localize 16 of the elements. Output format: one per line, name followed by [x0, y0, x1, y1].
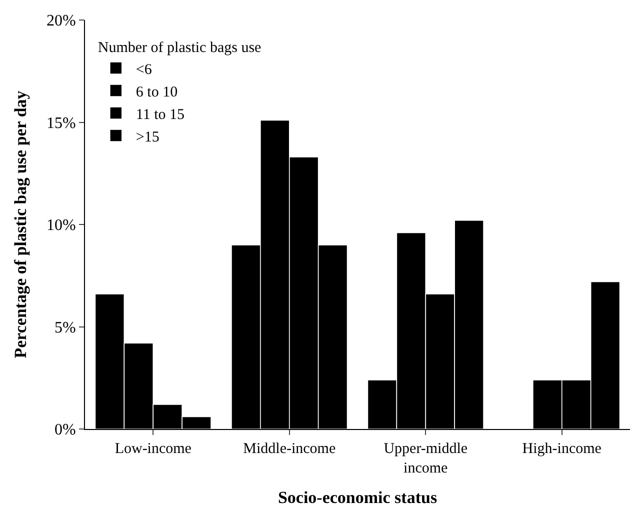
legend-title: Number of plastic bags use: [98, 40, 262, 56]
legend-label: 11 to 15: [136, 106, 185, 123]
y-tick-label: 15%: [46, 114, 76, 132]
y-axis-title: Percentage of plastic bag use per day: [11, 90, 30, 358]
y-tick-label: 5%: [54, 319, 76, 336]
x-axis-title: Socio-economic status: [278, 488, 438, 507]
x-tick-label: Low-income: [114, 441, 192, 457]
y-tick-label: 10%: [46, 217, 76, 234]
x-tick-label: Middle-income: [243, 441, 336, 457]
y-tick-label: 0%: [54, 422, 76, 439]
y-tick-label: 20%: [46, 12, 76, 30]
legend-label: >15: [136, 129, 160, 146]
legend-label: 6 to 10: [136, 84, 178, 100]
x-tick-label: Upper-middle income: [384, 441, 468, 476]
legend-label: <6: [136, 62, 152, 78]
x-tick-label: High-income: [522, 441, 602, 457]
